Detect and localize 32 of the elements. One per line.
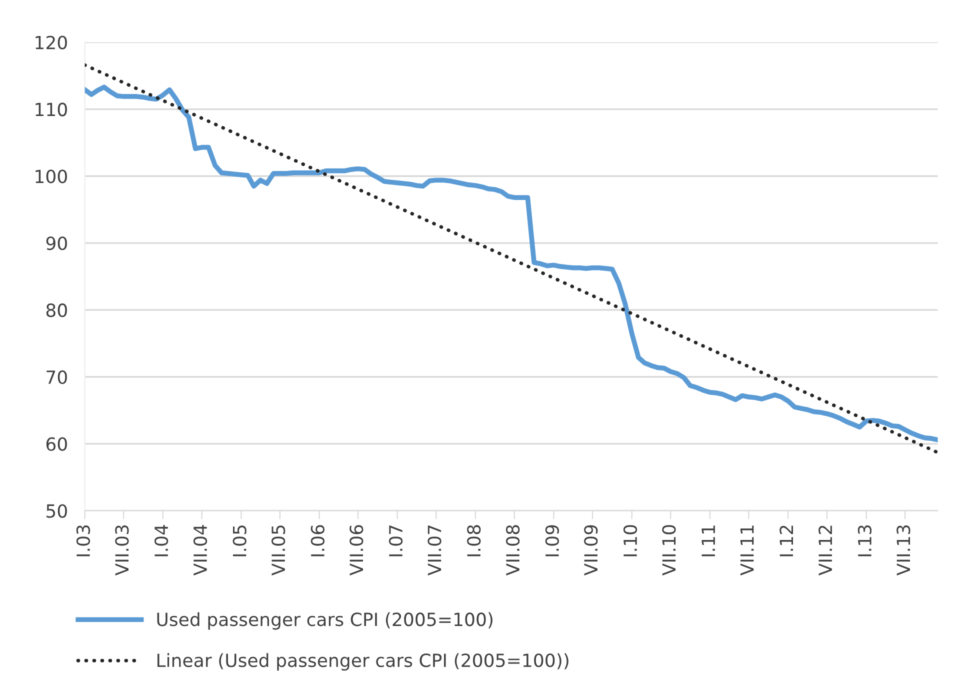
x-tick-label: I.11 bbox=[702, 526, 715, 556]
legend-label: Used passenger cars CPI (2005=100) bbox=[157, 612, 492, 630]
x-tick-label: I.03 bbox=[76, 525, 90, 556]
x-tick-label: I.06 bbox=[310, 525, 325, 556]
y-tick-label: 80 bbox=[46, 303, 67, 318]
x-tick-label: VII.11 bbox=[740, 526, 754, 576]
x-tick-label: VII.08 bbox=[506, 525, 520, 576]
x-tick-label: I.09 bbox=[545, 525, 559, 556]
x-tick-label: VII.05 bbox=[272, 526, 286, 576]
x-tick-label: VII.13 bbox=[896, 525, 910, 576]
x-tick-label: I.13 bbox=[858, 525, 872, 556]
x-tick-label: VII.09 bbox=[584, 525, 598, 576]
y-tick-label: 100 bbox=[36, 170, 67, 184]
y-tick-label: 50 bbox=[46, 504, 67, 518]
y-tick-label: 70 bbox=[46, 370, 67, 384]
x-tick-label: I.12 bbox=[780, 526, 793, 556]
y-tick-label: 90 bbox=[46, 236, 67, 250]
x-tick-label: I.07 bbox=[388, 525, 403, 556]
x-tick-label: I.04 bbox=[154, 524, 168, 556]
y-tick-label: 120 bbox=[36, 36, 67, 50]
x-tick-label: VII.07 bbox=[428, 525, 442, 576]
y-tick-label: 110 bbox=[36, 102, 67, 116]
x-tick-label: VII.10 bbox=[662, 525, 676, 576]
x-tick-label: I.08 bbox=[467, 525, 481, 556]
x-tick-label: VII.12 bbox=[818, 526, 832, 576]
y-tick-label: 60 bbox=[46, 437, 67, 451]
x-tick-label: VII.06 bbox=[350, 525, 364, 576]
x-tick-label: I.10 bbox=[623, 525, 638, 556]
x-tick-label: I.05 bbox=[232, 526, 246, 556]
x-tick-label: VII.04 bbox=[193, 524, 208, 576]
legend-label: Linear (Used passenger cars CPI (2005=100)) bbox=[157, 653, 568, 671]
x-tick-label: VII.03 bbox=[115, 525, 129, 576]
